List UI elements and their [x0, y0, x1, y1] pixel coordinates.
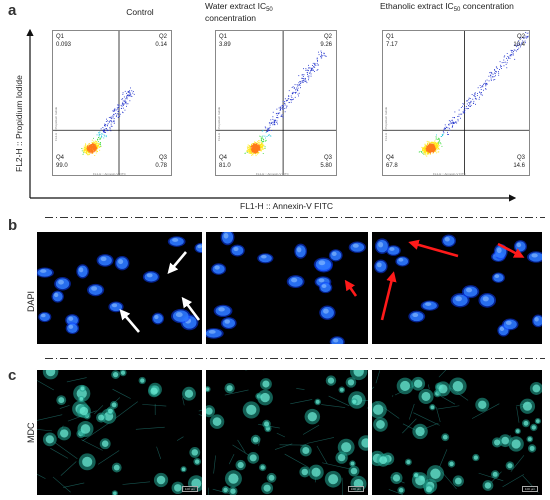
- stained-cells: [372, 370, 542, 495]
- panel-c-letter: c: [8, 367, 17, 384]
- q2-label: Q2: [516, 34, 525, 40]
- q1-value: 7.17: [386, 42, 398, 48]
- white-arrow: [167, 251, 187, 274]
- q3-value: 14.6: [513, 163, 525, 169]
- column-title-ethanolic-line1: Ethanolic extract IC: [380, 1, 454, 11]
- q2-value: 10.4: [513, 42, 525, 48]
- column-title-ethanolic-sub: 50: [453, 7, 461, 13]
- q3-value: 0.78: [155, 163, 167, 169]
- q4-value: 67.8: [386, 163, 398, 169]
- nuclei: [206, 232, 366, 344]
- stained-cells: [37, 370, 202, 495]
- q2-value: 0.14: [155, 42, 167, 48]
- q3-label: Q3: [158, 155, 167, 161]
- mdc-image-water: 100 μm: [206, 370, 368, 495]
- q1-label: Q1: [219, 34, 228, 40]
- mdc-cells-ethanolic: [372, 370, 542, 495]
- column-title-control-text: Control: [126, 7, 154, 17]
- column-title-water-sub: 50: [266, 7, 273, 13]
- separator-line: [45, 217, 545, 218]
- q1-value: 0.093: [56, 42, 72, 48]
- red-arrow: [380, 271, 397, 321]
- event-dots: [244, 50, 327, 157]
- q4-label: Q4: [56, 155, 65, 161]
- scale-bar-label: 100 μm: [181, 486, 198, 492]
- dapi-cells-control: [37, 236, 202, 335]
- dapi-image-control: [37, 232, 202, 344]
- flow-plot-control-dots: [53, 31, 171, 175]
- q3-label: Q3: [323, 155, 332, 161]
- flow-plot-ethanolic: Q1 7.17 Q2 10.4 Q4 67.8 Q3 14.6 FL2-H ::…: [382, 30, 530, 176]
- flow-plot-water-dots: [216, 31, 336, 175]
- q2-label: Q2: [158, 34, 167, 40]
- mdc-cells-control: [37, 370, 202, 495]
- panel-a-axes-svg: [26, 28, 517, 202]
- dapi-cells-water: [206, 232, 366, 344]
- event-dots: [418, 32, 529, 157]
- column-title-ethanolic: Ethanolic extract IC50 concentration: [380, 1, 550, 14]
- stained-cells: [206, 370, 368, 495]
- flow-plot-water: Q1 3.89 Q2 9.26 Q4 81.0 Q3 5.80 FL2-H ::…: [215, 30, 337, 176]
- q4-value: 81.0: [219, 163, 231, 169]
- column-title-water-line1: Water extract IC: [205, 1, 267, 11]
- separator-line: [45, 358, 545, 359]
- flow-plot-ethanolic-dots: [383, 31, 529, 175]
- q1-value: 3.89: [219, 42, 231, 48]
- q3-label: Q3: [516, 155, 525, 161]
- scale-bar-label: 100 μm: [347, 486, 364, 492]
- x-axis-label: FL1-H :: Annexin-V FITC: [240, 201, 334, 211]
- q4-label: Q4: [219, 155, 228, 161]
- q2-label: Q2: [323, 34, 332, 40]
- column-title-control: Control: [95, 7, 185, 18]
- plot-tiny-x-label: FL1-H :: Annexin-V FITC: [93, 172, 126, 176]
- nuclei: [37, 236, 202, 335]
- plot-tiny-x-label: FL1-H :: Annexin-V FITC: [256, 172, 289, 176]
- q3-value: 5.80: [320, 163, 332, 169]
- dapi-image-water: [206, 232, 368, 344]
- red-arrow: [344, 279, 358, 297]
- q4-value: 99.0: [56, 163, 68, 169]
- red-arrow: [497, 242, 525, 258]
- mdc-row-label: MDC: [26, 422, 36, 444]
- q1-label: Q1: [386, 34, 395, 40]
- event-dots: [81, 87, 135, 156]
- plot-tiny-x-label: FL1-H :: Annexin-V FITC: [433, 172, 466, 176]
- mdc-image-control: 100 μm: [37, 370, 202, 495]
- mdc-image-ethanolic: 100 μm: [372, 370, 542, 495]
- q1-label: Q1: [56, 34, 65, 40]
- q2-value: 9.26: [320, 42, 332, 48]
- panel-b-letter: b: [8, 217, 18, 234]
- scale-bar-label: 100 μm: [521, 486, 538, 492]
- dapi-arrows-overlay: [119, 239, 525, 333]
- flow-plot-control: Q1 0.093 Q2 0.14 Q4 99.0 Q3 0.78 FL2-H :…: [52, 30, 172, 176]
- panel-a-letter: a: [8, 2, 17, 19]
- q4-label: Q4: [386, 155, 395, 161]
- column-title-ethanolic-line2: concentration: [462, 1, 514, 11]
- column-title-water-line2: concentration: [205, 12, 257, 23]
- column-title-water: Water extract IC50 concentration: [205, 1, 355, 24]
- mdc-cells-water: [206, 370, 368, 495]
- red-arrow: [408, 239, 459, 258]
- white-arrow: [181, 296, 201, 321]
- white-arrow: [119, 309, 140, 333]
